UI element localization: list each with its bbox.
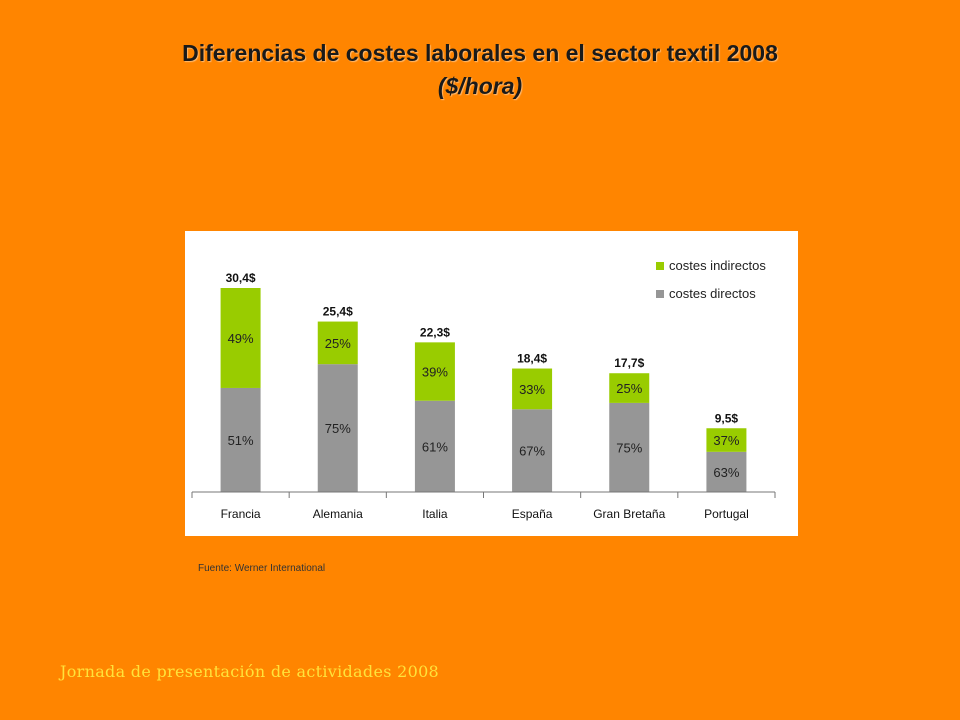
bar-indirect-5	[706, 428, 747, 452]
chart-panel: 51% 49% 30,4$ Francia 75% 25% 25,4$ Alemania 61%…	[185, 231, 798, 536]
bar-direct-1	[317, 364, 358, 492]
label-direct-1: 75%	[325, 421, 351, 436]
label-indirect-5: 37%	[713, 433, 739, 448]
category-label-4: Gran Bretaña	[593, 507, 665, 521]
total-label-3: 18,4$	[517, 352, 547, 366]
legend-label-0: costes indirectos	[669, 258, 766, 273]
category-label-3: España	[512, 507, 553, 521]
bar-direct-5	[706, 451, 747, 492]
label-indirect-3: 33%	[519, 382, 545, 397]
bar-indirect-4	[609, 373, 650, 403]
bar-indirect-1	[317, 321, 358, 365]
bar-indirect-2	[414, 342, 455, 401]
label-indirect-1: 25%	[325, 336, 351, 351]
total-label-1: 25,4$	[323, 305, 353, 319]
category-label-2: Italia	[422, 507, 448, 521]
bar-direct-2	[414, 400, 455, 492]
label-direct-5: 63%	[713, 465, 739, 480]
legend-swatch-0	[656, 262, 664, 270]
label-indirect-2: 39%	[422, 365, 448, 380]
label-direct-0: 51%	[228, 433, 254, 448]
total-label-0: 30,4$	[226, 271, 256, 285]
total-label-2: 22,3$	[420, 325, 450, 339]
bar-direct-0	[220, 387, 261, 492]
total-label-4: 17,7$	[614, 356, 644, 370]
stacked-bar-chart: 51% 49% 30,4$ Francia 75% 25% 25,4$ Alemania 61%…	[191, 258, 776, 521]
label-indirect-4: 25%	[616, 381, 642, 396]
legend-label-1: costes directos	[669, 286, 756, 301]
label-indirect-0: 49%	[228, 331, 254, 346]
chart-subtitle: ($/hora)	[437, 73, 523, 99]
category-label-5: Portugal	[704, 507, 749, 521]
footer-text: Jornada de presentación de actividades 2…	[60, 662, 440, 681]
chart-title: Diferencias de costes laborales en el se…	[182, 40, 778, 66]
label-direct-4: 75%	[616, 440, 642, 455]
bar-indirect-3	[512, 368, 553, 410]
total-label-5: 9,5$	[715, 411, 739, 425]
bar-indirect-0	[220, 288, 261, 388]
category-label-1: Alemania	[313, 507, 363, 521]
label-direct-3: 67%	[519, 444, 545, 459]
bar-direct-3	[512, 409, 553, 492]
legend-swatch-1	[656, 290, 664, 298]
label-direct-2: 61%	[422, 439, 448, 454]
bar-direct-4	[609, 402, 650, 492]
source-note: Fuente: Werner International	[198, 563, 326, 574]
category-label-0: Francia	[221, 507, 261, 521]
